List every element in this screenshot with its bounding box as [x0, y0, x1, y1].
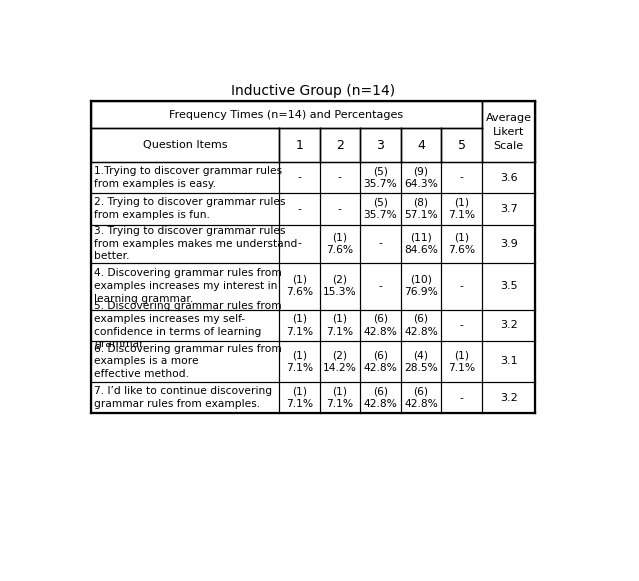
Text: (5)
35.7%: (5) 35.7%: [364, 166, 397, 189]
Text: 3.2: 3.2: [500, 320, 518, 330]
Text: (1)
7.1%: (1) 7.1%: [448, 198, 475, 220]
Text: 3.6: 3.6: [500, 173, 518, 182]
Text: 1.Trying to discover grammar rules
from examples is easy.: 1.Trying to discover grammar rules from …: [94, 166, 282, 189]
Text: 4. Discovering grammar rules from
examples increases my interest in
learning gra: 4. Discovering grammar rules from exampl…: [94, 268, 282, 304]
Text: (6)
42.8%: (6) 42.8%: [364, 314, 397, 336]
Text: 3.7: 3.7: [500, 204, 518, 214]
Text: -: -: [378, 281, 382, 291]
Text: 3: 3: [376, 139, 385, 152]
Text: (8)
57.1%: (8) 57.1%: [404, 198, 438, 220]
Text: (1)
7.1%: (1) 7.1%: [286, 314, 313, 336]
Text: 1: 1: [295, 139, 303, 152]
Text: (1)
7.1%: (1) 7.1%: [448, 350, 475, 373]
Text: (4)
28.5%: (4) 28.5%: [404, 350, 438, 373]
Text: (1)
7.1%: (1) 7.1%: [286, 386, 313, 409]
Text: Frequency Times (n=14) and Percentages: Frequency Times (n=14) and Percentages: [169, 110, 403, 120]
Text: (10)
76.9%: (10) 76.9%: [404, 275, 438, 297]
Text: (1)
7.1%: (1) 7.1%: [327, 386, 353, 409]
Text: (2)
14.2%: (2) 14.2%: [323, 350, 357, 373]
Text: (6)
42.8%: (6) 42.8%: [364, 350, 397, 373]
Text: (1)
7.6%: (1) 7.6%: [327, 232, 353, 255]
Text: (9)
64.3%: (9) 64.3%: [404, 166, 438, 189]
Text: (1)
7.1%: (1) 7.1%: [327, 314, 353, 336]
Text: 3. Trying to discover grammar rules
from examples makes me understand
better.: 3. Trying to discover grammar rules from…: [94, 226, 298, 261]
Text: 2. Trying to discover grammar rules
from examples is fun.: 2. Trying to discover grammar rules from…: [94, 198, 286, 220]
Text: (6)
42.8%: (6) 42.8%: [364, 386, 397, 409]
Text: -: -: [297, 173, 301, 182]
Text: 3.2: 3.2: [500, 393, 518, 403]
Text: 5: 5: [458, 139, 466, 152]
Text: -: -: [338, 204, 342, 214]
Text: -: -: [459, 173, 464, 182]
Text: -: -: [297, 204, 301, 214]
Text: (1)
7.6%: (1) 7.6%: [286, 275, 313, 297]
Text: -: -: [459, 320, 464, 330]
Text: (1)
7.6%: (1) 7.6%: [448, 232, 475, 255]
Text: (1)
7.1%: (1) 7.1%: [286, 350, 313, 373]
Text: 6. Discovering grammar rules from
examples is a more
effective method.: 6. Discovering grammar rules from exampl…: [94, 343, 282, 379]
Text: (6)
42.8%: (6) 42.8%: [404, 386, 438, 409]
Text: (11)
84.6%: (11) 84.6%: [404, 232, 438, 255]
Text: 4: 4: [417, 139, 425, 152]
Text: 7. I’d like to continue discovering
grammar rules from examples.: 7. I’d like to continue discovering gram…: [94, 386, 272, 409]
Text: Inductive Group (n=14): Inductive Group (n=14): [231, 84, 395, 98]
Text: (6)
42.8%: (6) 42.8%: [404, 314, 438, 336]
Text: -: -: [378, 239, 382, 249]
Text: Average
Likert
Scale: Average Likert Scale: [486, 113, 532, 150]
Text: -: -: [297, 239, 301, 249]
Text: 3.9: 3.9: [500, 239, 518, 249]
Text: Question Items: Question Items: [142, 140, 227, 150]
Text: 3.5: 3.5: [500, 281, 518, 291]
Text: -: -: [459, 281, 464, 291]
Text: 3.1: 3.1: [500, 356, 518, 367]
Text: 5. Discovering grammar rules from
examples increases my self-
confidence in term: 5. Discovering grammar rules from exampl…: [94, 301, 282, 349]
Text: -: -: [338, 173, 342, 182]
Text: 2: 2: [336, 139, 344, 152]
Text: -: -: [459, 393, 464, 403]
Text: (5)
35.7%: (5) 35.7%: [364, 198, 397, 220]
Text: (2)
15.3%: (2) 15.3%: [323, 275, 357, 297]
